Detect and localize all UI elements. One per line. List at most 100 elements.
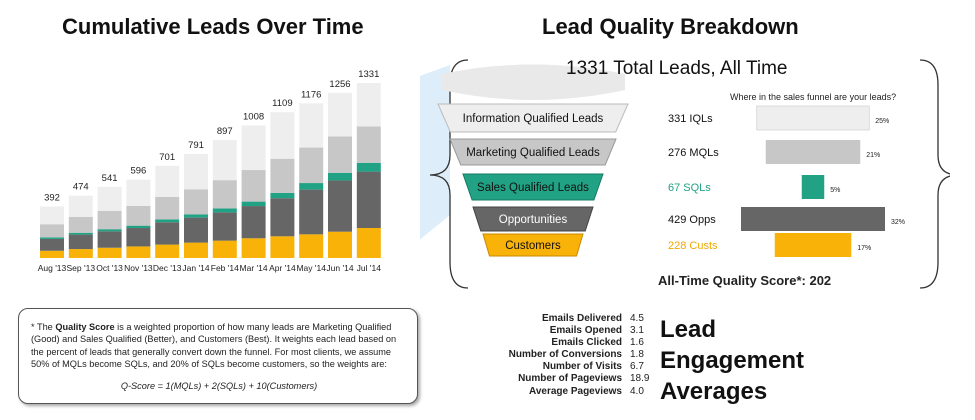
x-tick-label: Sep '13 [67,263,96,273]
engagement-row: Number of Pageviews 18.9 [478,373,660,385]
x-tick-label: Nov '13 [124,263,153,273]
cumulative-leads-title: Cumulative Leads Over Time [62,14,364,39]
bar-segment [68,234,93,250]
engagement-row: Average Pageviews 4.0 [478,386,660,398]
bar-segment [270,112,295,159]
funnel-stage-label: Information Qualified Leads [463,113,604,125]
bar-segment [68,249,93,258]
quality-bar-value: 25% [875,118,889,125]
funnel-stage-label: Marketing Qualified Leads [466,147,600,159]
lead-quality-title: Lead Quality Breakdown [542,14,799,39]
engagement-row: Emails Opened 3.1 [478,325,660,337]
bar-segment [97,186,122,211]
bar-total-label: 1109 [272,98,292,109]
bar-total-label: 791 [188,140,204,151]
x-tick-label: Mar '14 [240,263,268,273]
engagement-value: 18.9 [630,373,650,385]
bar-segment [270,192,295,199]
quality-score-note: * The Quality Score is a weighted propor… [18,308,418,404]
bar-segment [68,195,93,217]
bar-segment [328,180,352,232]
bar-total-label: 474 [73,182,89,193]
bar-segment [126,205,151,226]
engagement-value: 3.1 [630,325,644,337]
engagement-row: Emails Delivered 4.5 [478,313,660,325]
engagement-label: Number of Visits [542,361,622,373]
note-star: * The [31,322,56,332]
funnel-question: Where in the sales funnel are your leads… [730,92,896,102]
bar-total-label: 596 [130,166,146,177]
lead-quality-panel: Information Qualified Leads 331 IQLs 25% Ma… [420,59,950,289]
bar-segment [299,234,324,258]
funnel-count-label: 276 MQLs [668,147,719,159]
engagement-value: 6.7 [630,361,644,373]
bar-segment [68,216,93,233]
funnel-stage-label: Sales Qualified Leads [477,182,589,194]
right-brace [919,59,950,289]
bar-segment [241,201,266,207]
bar-segment [97,247,122,258]
bar-total-label: 541 [102,173,118,184]
bar-segment [184,242,208,258]
bar-segment [97,229,122,232]
bar-total-label: 1176 [301,89,321,100]
bar-segment [212,240,237,258]
quality-bar [756,105,870,131]
bar-segment [328,172,352,181]
bar-segment [328,136,352,173]
bar-segment [155,222,180,245]
x-tick-label: May '14 [296,263,326,273]
bar-total-label: 701 [159,152,175,163]
bar-segment [155,219,180,223]
funnel-stage [449,138,617,166]
x-tick-label: Apr '14 [269,263,296,273]
bar-segment [270,236,295,258]
funnel-count-label: 67 SQLs [668,182,711,194]
bar-segment [40,238,64,251]
funnel-stage [472,206,594,232]
bar-segment [126,225,151,229]
quality-bar [801,175,825,199]
bar-segment [40,250,64,258]
bar-segment [241,238,266,258]
bar-segment [328,231,352,258]
cumulative-leads-chart: 392 Aug '13 474 Sep '13 541 Oct '13 596 Nov '13… [38,69,382,273]
funnel-top [442,64,625,100]
x-tick-label: Jul '14 [357,263,382,273]
x-tick-label: Jan '14 [182,263,209,273]
bar-segment [126,179,151,206]
quality-bar-value: 5% [830,187,840,194]
engagement-title: Lead Engagement Averages [660,316,805,405]
engagement-row: Emails Clicked 1.6 [478,337,660,349]
bar-total-label: 392 [44,192,60,203]
bar-segment [328,92,352,137]
bar-segment [40,224,64,238]
engagement-label: Emails Opened [549,325,622,337]
bar-segment [155,244,180,258]
bar-segment [212,208,237,213]
bar-segment [241,170,266,202]
x-tick-label: Dec '13 [153,263,182,273]
bar-segment [356,228,381,258]
funnel-stage-label: Opportunities [499,214,568,226]
engagement-label: Number of Pageviews [518,373,622,385]
bar-total-label: 1008 [243,111,264,122]
engagement-value: 4.5 [630,313,644,324]
bar-total-label: 1256 [329,79,350,90]
bar-segment [184,189,208,215]
bar-segment [68,232,93,235]
funnel-stage [482,233,584,257]
bar-total-label: 897 [217,126,233,137]
funnel-count-label: 331 IQLs [668,113,713,125]
engagement-value: 1.8 [630,349,644,361]
quality-bar [741,207,885,231]
bar-segment [184,214,208,218]
funnel-count-label: 228 Custs [668,240,718,252]
bar-segment [40,237,64,239]
bar-segment [184,153,208,190]
note-formula: Q-Score = 1(MQLs) + 2(SQLs) + 10(Custome… [120,380,318,391]
engagement-label: Number of Conversions [508,349,622,361]
note-body: is a weighted proportion of how many lea… [31,322,397,370]
bar-segment [299,183,324,190]
bar-segment [356,171,381,229]
